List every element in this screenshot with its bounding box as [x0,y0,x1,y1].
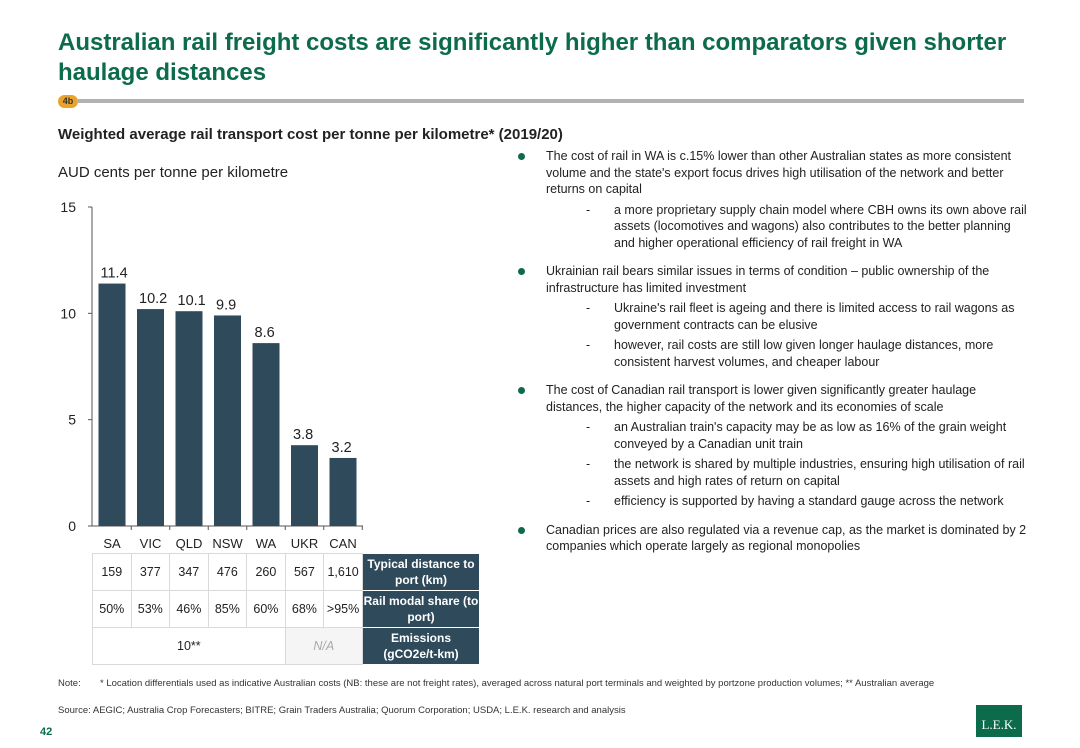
table-cell: 260 [246,553,286,591]
chart-title: Weighted average rail transport cost per… [58,126,563,143]
data-label: 3.8 [293,427,313,443]
table-cell: 50% [92,590,132,628]
x-tick-label: UKR [291,536,318,551]
comparison-table: 159 377 347 476 260 567 1,610 Typical di… [92,553,481,665]
sub-bullet-text: however, rail costs are still low given … [614,338,994,369]
sub-bullet-text: Ukraine's rail fleet is ageing and there… [614,301,1015,332]
data-label: 10.1 [178,293,206,309]
source-text: Source: AEGIC; Australia Crop Forecaster… [58,705,626,716]
x-tick-label: CAN [329,536,356,551]
sub-bullet-item: - efficiency is supported by having a st… [546,493,1028,510]
dash-icon: - [586,420,591,434]
emissions-australia-cell: 10** [92,627,286,665]
commentary-bullets: The cost of rail in WA is c.15% lower th… [518,148,1028,567]
bullet-item: Ukrainian rail bears similar issues in t… [518,263,1028,370]
x-tick-label: WA [256,536,277,551]
table-cell: >95% [323,590,363,628]
table-cell: 159 [92,553,132,591]
x-tick-label: VIC [140,536,162,551]
table-row-distance: 159 377 347 476 260 567 1,610 Typical di… [92,553,481,591]
data-label: 10.2 [139,291,167,307]
bar-chart: 0 5 10 15 11.4 SA 10.2 VIC 10.1 QLD 9.9 NSW 8.6 WA 3.8… [60,199,363,551]
bullet-dot-icon [518,387,525,394]
bullet-item: Canadian prices are also regulated via a… [518,522,1028,555]
bullet-text: The cost of Canadian rail transport is l… [546,383,977,414]
sub-bullet-text: an Australian train's capacity may be as… [614,420,1007,451]
table-row-label: Emissions (gCO2e/t-km) [361,627,481,665]
title-divider [78,99,1024,103]
y-tick-label: 10 [60,305,76,321]
table-cell: 476 [207,553,248,591]
y-tick-label: 0 [68,518,76,534]
sub-bullet-text: the network is shared by multiple indust… [614,457,1025,488]
dash-icon: - [586,494,591,508]
bullet-text: Ukrainian rail bears similar issues in t… [546,264,990,295]
data-label: 3.2 [332,440,352,456]
dash-icon: - [586,202,591,217]
bar-qld [175,311,203,526]
table-cell: 347 [169,553,209,591]
bullet-text: The cost of rail in WA is c.15% lower th… [546,149,1012,196]
bullet-text: Canadian prices are also regulated via a… [546,522,1027,554]
lek-logo: L.E.K. [976,705,1022,737]
sub-bullet-item: - however, rail costs are still low give… [546,337,1028,370]
table-row-modal-share: 50% 53% 46% 85% 60% 68% >95% Rail modal … [92,590,481,628]
table-cell: 68% [284,590,325,628]
emissions-na-cell: N/A [284,627,363,665]
bar-ukr [291,445,318,526]
x-tick-label: QLD [176,536,203,551]
page-number: 42 [40,726,53,738]
dash-icon: - [586,338,591,352]
table-row-label: Rail modal share (to port) [361,590,481,628]
data-label: 11.4 [101,266,128,282]
y-tick-label: 5 [68,412,76,428]
sub-bullet-item: - the network is shared by multiple indu… [546,456,1028,489]
x-tick-label: NSW [212,536,243,551]
bullet-dot-icon [518,268,525,275]
table-row-emissions: 10** N/A Emissions (gCO2e/t-km) [92,627,481,665]
table-cell: 53% [130,590,171,628]
bar-sa [98,283,126,526]
table-row-label: Typical distance to port (km) [361,553,481,591]
sub-bullet-item: - an Australian train's capacity may be … [546,419,1028,452]
table-cell: 60% [246,590,286,628]
y-tick-label: 15 [60,199,76,215]
dash-icon: - [586,301,591,315]
data-label: 9.9 [216,297,236,313]
sub-bullet-text: a more proprietary supply chain model wh… [614,202,1027,250]
table-cell: 85% [207,590,248,628]
bullet-item: The cost of Canadian rail transport is l… [518,382,1028,510]
x-tick-label: SA [103,536,121,551]
bullet-dot-icon [518,153,525,160]
sub-bullet-item: - a more proprietary supply chain model … [546,202,1028,252]
table-cell: 377 [130,553,171,591]
table-cell: 1,610 [323,553,363,591]
bar-wa [252,343,280,526]
note-label: Note: [58,678,81,689]
bullet-dot-icon [518,526,525,534]
chart-subtitle: AUD cents per tonne per kilometre [58,164,289,181]
bar-vic [137,309,164,526]
data-label: 8.6 [255,325,275,341]
sub-bullet-item: - Ukraine's rail fleet is ageing and the… [546,300,1028,333]
note-text: * Location differentials used as indicat… [100,678,935,689]
page-title: Australian rail freight costs are signif… [58,29,1007,86]
sub-bullet-text: efficiency is supported by having a stan… [614,494,1004,508]
table-cell: 46% [169,590,209,628]
bullet-item: The cost of rail in WA is c.15% lower th… [518,148,1028,251]
table-cell: 567 [284,553,325,591]
bar-can [329,457,357,526]
bar-nsw [214,315,241,526]
dash-icon: - [586,457,591,471]
section-badge: 4b [58,95,78,108]
